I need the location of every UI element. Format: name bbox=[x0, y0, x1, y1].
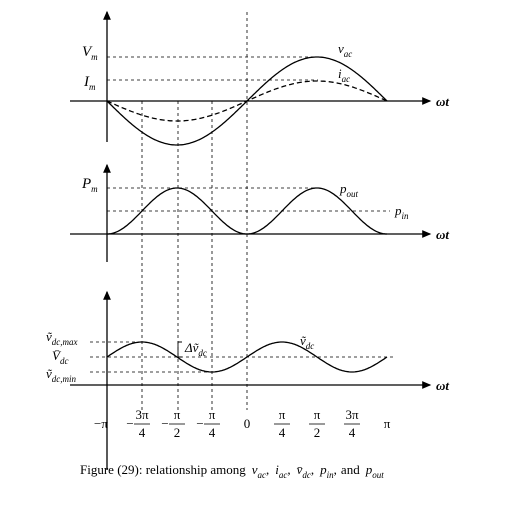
caption-prefix: Figure (29): relationship among bbox=[80, 462, 246, 477]
label: V̄dc bbox=[52, 348, 68, 366]
label: ṽdc,min bbox=[46, 366, 77, 384]
tick-den: 4 bbox=[139, 425, 146, 440]
label-base: P bbox=[81, 176, 91, 192]
label-sub: dc,min bbox=[52, 374, 77, 384]
label-base: i bbox=[338, 66, 342, 81]
p-out-curve bbox=[107, 187, 387, 235]
axis-label: ωt bbox=[436, 94, 449, 109]
tick-sign: − bbox=[126, 416, 133, 431]
label-base: V̄ bbox=[52, 348, 62, 363]
tick-label: −π bbox=[94, 416, 108, 431]
caption-sub: out bbox=[372, 470, 384, 480]
caption-symbol: v̄ bbox=[297, 462, 303, 477]
label-base: Δṽ bbox=[184, 340, 200, 355]
caption-separator: , bbox=[334, 462, 337, 477]
tick-num: π bbox=[174, 407, 181, 422]
label: Δṽdc bbox=[184, 340, 207, 358]
label-sub: dc,max bbox=[52, 337, 78, 347]
label-base: p bbox=[339, 181, 347, 196]
label: vac bbox=[338, 41, 352, 59]
caption-separator: , bbox=[311, 462, 314, 477]
tick-den: 2 bbox=[314, 425, 321, 440]
label-sub: m bbox=[91, 184, 98, 194]
label-base: I bbox=[83, 74, 90, 90]
label-base: ṽ bbox=[46, 366, 53, 381]
tick-num: π bbox=[209, 407, 216, 422]
caption-sub: ac bbox=[258, 470, 267, 480]
label: Im bbox=[83, 74, 96, 92]
caption-symbol: p bbox=[365, 462, 373, 477]
caption-sub: dc bbox=[302, 470, 311, 480]
curves bbox=[106, 56, 388, 373]
label-base: ṽ bbox=[300, 333, 307, 348]
label-sub: in bbox=[402, 211, 410, 221]
caption-conjunction: and bbox=[341, 462, 360, 477]
label: pout bbox=[339, 181, 359, 199]
label: iac bbox=[338, 66, 350, 84]
caption-sub: ac bbox=[279, 470, 288, 480]
tick-num: π bbox=[314, 407, 321, 422]
label-sub: dc bbox=[60, 356, 69, 366]
caption: Figure (29): relationship among vac, iac, v… bbox=[80, 462, 384, 480]
label-base: ṽ bbox=[46, 329, 53, 344]
axes bbox=[70, 10, 432, 470]
tick-sign: − bbox=[196, 416, 203, 431]
caption-symbol: i bbox=[275, 462, 279, 477]
v-dc-curve bbox=[106, 341, 388, 373]
tick-label: 0 bbox=[244, 416, 251, 431]
axis-label: ωt bbox=[436, 378, 449, 393]
i-ac-curve bbox=[106, 80, 388, 122]
label-sub: ac bbox=[342, 74, 351, 84]
label: pin bbox=[394, 203, 409, 221]
tick-num: 3π bbox=[345, 407, 359, 422]
tick-den: 4 bbox=[349, 425, 356, 440]
label-sub: out bbox=[347, 189, 359, 199]
label-sub: dc bbox=[306, 341, 315, 351]
label-base: V bbox=[82, 44, 93, 60]
label: Vm bbox=[82, 44, 98, 62]
caption-sub: in bbox=[327, 470, 335, 480]
tick-sign: − bbox=[161, 416, 168, 431]
label-sub: m bbox=[91, 52, 98, 62]
label-base: p bbox=[394, 203, 402, 218]
label-sub: dc bbox=[198, 348, 207, 358]
label-sub: m bbox=[89, 82, 96, 92]
tick-num: 3π bbox=[135, 407, 149, 422]
label-sub: ac bbox=[344, 49, 353, 59]
tick-den: 2 bbox=[174, 425, 181, 440]
tick-label: π bbox=[384, 416, 391, 431]
axis-label: ωt bbox=[436, 227, 449, 242]
tick-den: 4 bbox=[209, 425, 216, 440]
label: Pm bbox=[81, 176, 98, 194]
guides bbox=[90, 12, 395, 410]
label: ṽdc,max bbox=[46, 329, 78, 347]
caption-symbol: p bbox=[319, 462, 327, 477]
label: ṽdc bbox=[300, 333, 314, 351]
tick-den: 4 bbox=[279, 425, 286, 440]
caption-separator: , bbox=[287, 462, 290, 477]
caption-symbol: v bbox=[252, 462, 258, 477]
label-base: v bbox=[338, 41, 344, 56]
tick-num: π bbox=[279, 407, 286, 422]
caption-separator: , bbox=[266, 462, 269, 477]
